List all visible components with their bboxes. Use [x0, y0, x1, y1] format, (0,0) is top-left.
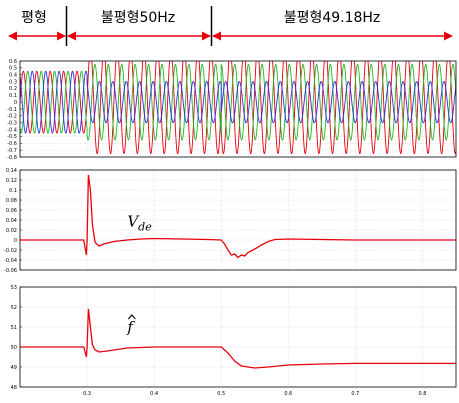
y-tick-label: -0.7: [7, 148, 17, 154]
y-tick-label: 0.06: [6, 208, 17, 214]
y-tick-label: 0: [14, 238, 17, 244]
y-tick-label: 0.12: [6, 178, 17, 184]
series-line-red: [20, 308, 456, 369]
x-tick-label: 0.3: [83, 391, 91, 397]
annotation-label: Vde: [127, 213, 152, 234]
y-tick-label: -0.8: [7, 155, 17, 161]
y-tick-label: -0.3: [7, 121, 17, 127]
x-tick-label: 0.7: [351, 391, 359, 397]
y-tick-label: 0.2: [9, 86, 17, 92]
frequency-estimate-plot: 53 52 51 50 49 48 0.3 0.4 0.5 0.6 0.7 0.8 f: [11, 285, 457, 397]
y-tick-label: -0.1: [7, 107, 17, 113]
y-tick-label: 0.14: [6, 168, 17, 174]
hat-mark: [127, 314, 136, 320]
series-line-red: [20, 174, 456, 259]
y-tick-label: 0.1: [9, 188, 17, 194]
y-tick-label: 0.5: [9, 66, 17, 72]
y-tick-label: 0.08: [6, 198, 17, 204]
y-tick-label: -0.06: [4, 268, 17, 274]
y-tick-label: 48: [11, 385, 17, 391]
series-line-blue: [20, 70, 456, 134]
x-tick-label: 0.8: [418, 391, 426, 397]
annotation-label: f: [126, 318, 135, 336]
y-tick-label: 0.1: [9, 93, 17, 99]
series-line-green: [20, 63, 456, 141]
segment-label-balanced: 평형: [21, 10, 47, 26]
y-tick-label: 0.04: [6, 218, 17, 224]
segment-label-unbalanced-4918hz: 불평형49.18Hz: [284, 10, 381, 26]
plot-frame: [19, 169, 457, 271]
y-tick-label: -0.5: [7, 134, 17, 140]
y-tick-label: -0.02: [4, 248, 17, 254]
y-tick-label: -0.6: [7, 141, 17, 147]
y-tick-label: 0.6: [9, 59, 17, 65]
x-tick-label: 0.6: [284, 391, 292, 397]
x-tick-label: 0.4: [150, 391, 158, 397]
y-tick-label: -0.04: [4, 258, 17, 264]
plot-area: [20, 287, 456, 387]
segment-label-unbalanced-50hz: 불평형50Hz: [101, 10, 175, 26]
y-tick-label: 52: [11, 305, 17, 311]
y-tick-label: 51: [11, 325, 17, 331]
y-tick-label: 50: [11, 345, 17, 351]
y-tick-label: 53: [11, 285, 17, 291]
y-tick-label: 0.3: [9, 79, 17, 85]
y-tick-label: 49: [11, 365, 17, 371]
vde-plot: 0.14 0.12 0.1 0.08 0.06 0.04 0.02 0 -0.02 -0.04 -0…: [4, 168, 457, 274]
plot-frame: [19, 286, 457, 388]
plot-frame: [19, 60, 457, 158]
three-phase-voltage-plot: 0.60.50.40.30.20.10-0.1-0.2-0.3-0.4-0.5-…: [7, 59, 457, 161]
x-tick-label: 0.5: [217, 391, 225, 397]
y-tick-label: 0: [14, 100, 17, 106]
y-tick-label: -0.4: [7, 127, 17, 133]
y-tick-label: -0.2: [7, 114, 17, 120]
y-tick-label: 0.4: [9, 73, 17, 79]
y-tick-label: 0.02: [6, 228, 17, 234]
segment-header: 평형 불평형50Hz 불평형49.18Hz: [8, 6, 453, 46]
